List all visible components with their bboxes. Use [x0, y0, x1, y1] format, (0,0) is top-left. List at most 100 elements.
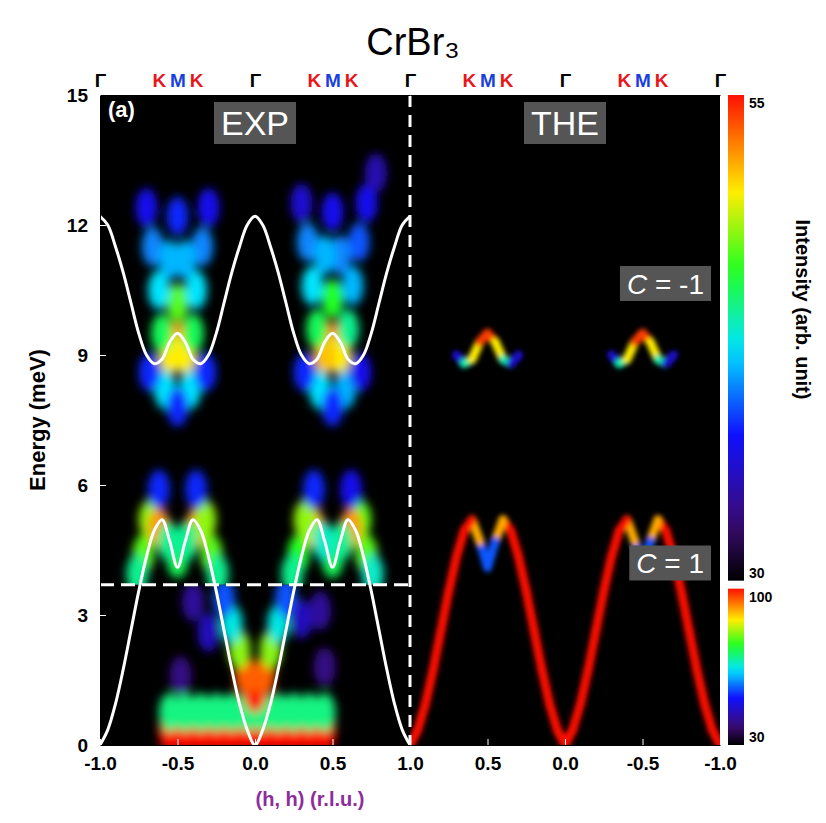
y-tick-mark [100, 615, 106, 616]
intensity-cell [365, 154, 387, 193]
x-tick-mark [565, 739, 566, 745]
band-segment [689, 630, 697, 669]
y-tick-label: 9 [77, 345, 88, 366]
intensity-cell [291, 600, 313, 639]
top-tick-label: K [655, 70, 669, 91]
label-box-text: THE [531, 104, 599, 142]
intensity-cell [198, 188, 220, 227]
y-tick: 9 [77, 345, 106, 366]
y-tick-mark [100, 225, 106, 226]
colorbar-tick-label: 100 [749, 589, 773, 605]
band-segment [449, 557, 457, 592]
y-tick-mark [100, 355, 106, 356]
intensity-cell [309, 591, 331, 630]
intensity-map [159, 585, 336, 745]
x-tick-mark [410, 739, 411, 745]
intensity-cell [151, 314, 173, 353]
top-tick: K [500, 70, 514, 95]
x-tick-label: 0.0 [552, 753, 578, 774]
intensity-cell [314, 236, 336, 275]
x-tick-mark [178, 739, 179, 745]
label-box: C = 1 [629, 546, 711, 581]
x-tick-label: -0.5 [627, 753, 660, 774]
top-axis: KMKΓKMKΓ [411, 70, 727, 96]
figure: 03691215-1.0-0.50.00.51.0ΓKMKΓKMKΓ0.50.0… [0, 0, 826, 823]
top-tick-label: K [345, 70, 359, 91]
x-tick-mark [720, 739, 721, 745]
x-tick-label: 0.0 [242, 753, 268, 774]
band-segment [526, 591, 534, 630]
title: CrBr₃ [366, 21, 460, 63]
band-segment [697, 669, 705, 704]
x-tick: -0.5 [627, 739, 660, 774]
x-axis-title: (h, h) (r.l.u.) [256, 788, 365, 810]
colorbar-tick-label: 55 [749, 95, 765, 111]
y-tick-label: 0 [77, 735, 88, 756]
x-axis-line [411, 745, 721, 746]
x-tick-mark [488, 739, 489, 745]
intensity-cell [182, 314, 204, 353]
y-tick: 12 [67, 215, 106, 236]
intensity-cell [348, 223, 370, 262]
top-tick-label: M [325, 70, 341, 91]
label-box: C = -1 [620, 266, 711, 301]
top-tick-label: Γ [250, 70, 262, 91]
y-tick-mark [100, 485, 106, 486]
top-tick: K [190, 70, 204, 95]
top-tick: K [618, 70, 632, 95]
band-segment [542, 669, 550, 704]
top-tick: M [170, 70, 186, 95]
band-segment [433, 630, 441, 669]
top-axis: ΓKMKΓKMKΓ [95, 70, 417, 96]
x-tick-label: 0.5 [320, 753, 347, 774]
intensity-cell [303, 470, 325, 509]
top-axis-line [101, 95, 411, 96]
intensity-cell [185, 470, 207, 509]
intensity-cell [291, 184, 313, 223]
panel-letter: (a) [108, 97, 135, 122]
x-tick: 0.5 [475, 739, 502, 774]
top-tick-label: K [463, 70, 477, 91]
top-tick: K [308, 70, 322, 95]
top-tick: Γ [560, 70, 572, 95]
band-segment [426, 669, 434, 704]
top-tick-label: M [170, 70, 186, 91]
dispersion-line [100, 520, 410, 745]
x-tick-label: -1.0 [84, 753, 117, 774]
band-segment [441, 591, 449, 630]
colorbar [728, 95, 744, 581]
top-tick-label: M [635, 70, 651, 91]
x-tick: -0.5 [162, 739, 195, 774]
colorbar-tick-label: 30 [749, 729, 765, 745]
x-axis: -1.0-0.50.00.51.0 [84, 739, 424, 774]
intensity-cell [314, 648, 336, 687]
top-tick: M [635, 70, 651, 95]
top-tick-label: Γ [405, 70, 417, 91]
x-tick: 0.0 [242, 739, 268, 774]
top-tick: K [463, 70, 477, 95]
intensity-cell [167, 284, 189, 323]
x-tick-label: -1.0 [704, 753, 737, 774]
top-tick-label: K [500, 70, 514, 91]
plot-background [100, 95, 720, 745]
label-box-text: C = -1 [627, 268, 704, 299]
band-segment [666, 355, 674, 364]
theory-bands [410, 333, 720, 745]
x-tick-mark [333, 739, 334, 745]
map-boundary [100, 583, 410, 586]
x-tick-label: 0.5 [475, 753, 502, 774]
label-box-text: C = 1 [636, 548, 704, 579]
band-segment [534, 630, 542, 669]
colorbar [728, 589, 744, 745]
top-tick: Γ [250, 70, 262, 95]
x-tick-mark [100, 739, 101, 745]
y-tick-label: 6 [77, 475, 88, 496]
panel-marks [410, 333, 720, 745]
label-box-bg [629, 546, 711, 581]
top-tick-label: Γ [95, 70, 107, 91]
band-segment [581, 669, 589, 704]
intensity-cells [159, 585, 336, 745]
top-tick-label: K [153, 70, 167, 91]
top-tick-label: Γ [560, 70, 572, 91]
top-tick: M [325, 70, 341, 95]
